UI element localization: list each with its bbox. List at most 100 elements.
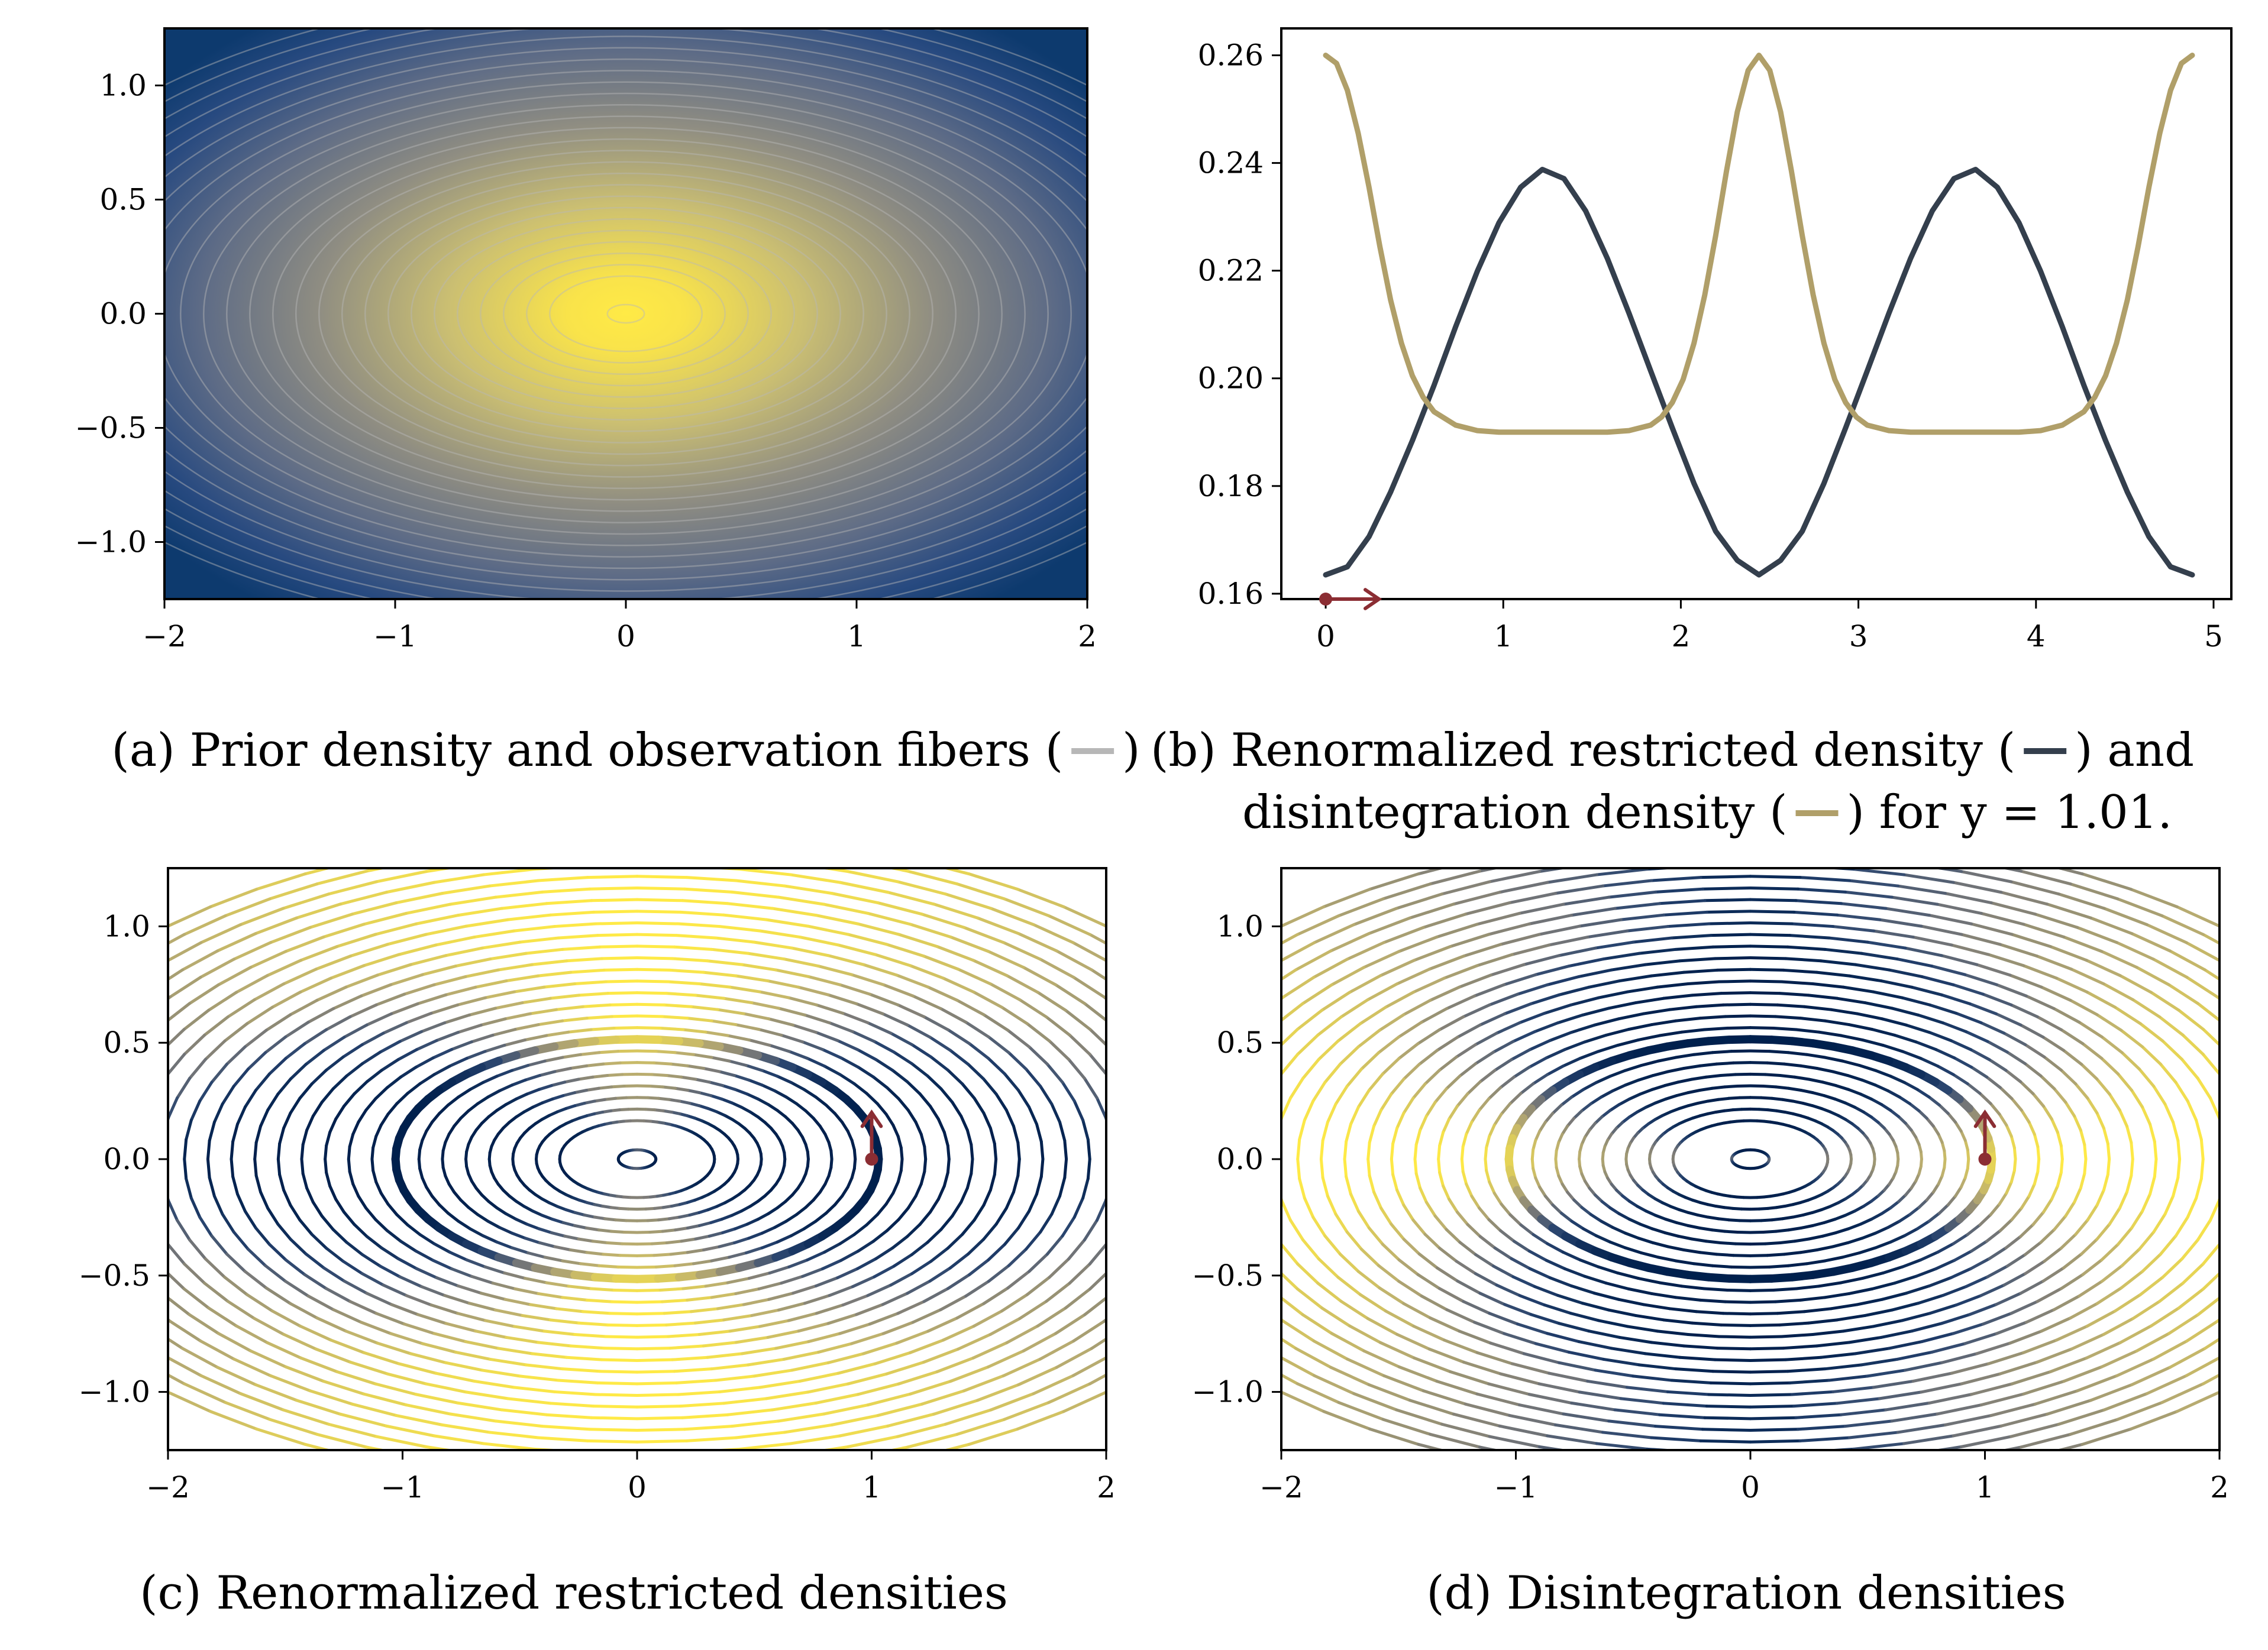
fiber-segment — [1857, 1455, 1910, 1461]
fiber-segment — [1879, 1329, 1914, 1339]
fiber-segment — [1538, 1120, 1547, 1133]
fiber-segment — [416, 993, 448, 1005]
fiber-segment — [322, 1266, 346, 1283]
fiber-segment — [2102, 1173, 2109, 1192]
fiber-segment — [1366, 1141, 1371, 1161]
fiber-segment — [1474, 1050, 1495, 1066]
fiber-segment — [812, 1117, 822, 1128]
fiber-segment — [2181, 1262, 2205, 1285]
fiber-segment — [1465, 1182, 1474, 1198]
fiber-segment — [1862, 846, 1916, 852]
fiber-segment — [1985, 1229, 2002, 1243]
fiber-segment — [1362, 950, 1401, 969]
fiber-segment — [231, 1122, 239, 1143]
fiber-segment — [1604, 1028, 1630, 1037]
fiber-segment — [1207, 1348, 1242, 1371]
fiber-segment — [1487, 1218, 1503, 1232]
fiber-segment — [2052, 1294, 2081, 1312]
fiber-segment — [1488, 1435, 1541, 1448]
fiber-segment — [838, 881, 890, 894]
fiber-contour — [1281, 886, 2219, 1432]
fiber-segment — [747, 952, 786, 961]
fiber-segment — [2108, 1092, 2121, 1112]
fiber-segment — [1707, 921, 1752, 926]
fiber-segment — [443, 1013, 471, 1024]
fiber-segment — [41, 1054, 57, 1080]
fiber-segment — [1578, 918, 1623, 928]
fiber-segment — [325, 1171, 332, 1188]
fiber-segment — [7, 1214, 18, 1241]
fiber-segment — [1301, 1238, 1321, 1261]
fiber-segment — [1345, 1122, 1352, 1143]
fiber-segment — [504, 1212, 518, 1221]
fiber-segment — [1774, 1085, 1791, 1090]
fiber-segment — [718, 1386, 762, 1393]
fiber-segment — [2160, 1382, 2205, 1405]
fiber-segment — [1578, 1258, 1600, 1269]
fiber-segment — [270, 1309, 302, 1328]
fiber-segment — [1778, 1240, 1797, 1244]
fiber-segment — [1662, 994, 1694, 1000]
fiber-segment — [1001, 941, 1042, 961]
fiber-segment — [1988, 1246, 2008, 1260]
fiber-segment — [264, 1286, 292, 1305]
fiber-segment — [1281, 1096, 1293, 1120]
fiber-segment — [1532, 1138, 1537, 1151]
fiber-segment — [553, 1390, 597, 1396]
fiber-segment — [1110, 1159, 1113, 1187]
fiber-segment — [787, 996, 818, 1007]
fiber-segment — [690, 1005, 719, 1011]
fiber-segment — [1529, 1313, 1561, 1325]
fiber-segment — [1356, 1028, 1381, 1049]
fiber-segment — [806, 1382, 850, 1394]
fiber-segment — [1998, 1360, 2038, 1376]
fiber-segment — [1687, 1211, 1700, 1217]
fiber-segment — [1626, 925, 1669, 933]
fiber-segment — [2005, 1123, 2013, 1138]
fiber-segment — [35, 1268, 57, 1293]
observation-fiber — [549, 275, 703, 352]
fiber-segment — [2019, 1223, 2035, 1238]
fiber-segment — [254, 872, 307, 891]
fiber-segment — [686, 1017, 713, 1023]
fiber-segment — [1643, 959, 1682, 966]
fiber-segment — [1581, 1302, 1610, 1312]
fiber-segment — [303, 1442, 334, 1450]
fiber-segment — [199, 1339, 236, 1361]
fiber-segment — [506, 1397, 552, 1405]
fiber-segment — [873, 1264, 896, 1279]
fiber-segment — [2080, 872, 2133, 891]
fiber-segment — [1784, 957, 1823, 963]
fiber-segment — [926, 1316, 959, 1333]
x-tick-label: 0 — [1316, 619, 1335, 653]
fiber-segment — [791, 1284, 818, 1295]
fiber-segment — [1337, 1401, 1385, 1421]
fiber-segment — [806, 924, 850, 936]
fiber-segment — [1954, 1185, 1963, 1198]
fiber-segment — [1780, 980, 1814, 985]
fiber-segment — [1570, 1284, 1596, 1295]
fiber-contour — [1413, 991, 2088, 1327]
fiber-segment — [386, 1102, 399, 1116]
fiber-segment — [1395, 968, 1431, 986]
fiber-segment — [1416, 1028, 1442, 1046]
fiber-segment — [1670, 934, 1713, 940]
fiber-segment — [1508, 892, 1557, 905]
fiber-segment — [1508, 1213, 1523, 1227]
fiber-segment — [1941, 1285, 1967, 1298]
fiber-segment — [270, 991, 302, 1009]
fiber-segment — [1032, 923, 1075, 944]
fiber-segment — [254, 1174, 263, 1194]
fiber-segment — [818, 1182, 827, 1194]
fiber-segment — [2043, 1247, 2063, 1263]
fiber-segment — [1438, 1055, 1458, 1072]
y-tick-label: 0.16 — [1198, 577, 1264, 611]
fiber-segment — [1637, 1237, 1655, 1244]
y-tick-label: 0.18 — [1198, 469, 1264, 503]
fiber-segment — [1597, 990, 1630, 999]
fiber-segment — [1245, 1106, 1252, 1133]
fiber-segment — [1546, 1242, 1565, 1254]
fiber-segment — [46, 1108, 53, 1134]
fiber-segment — [1860, 1357, 1899, 1367]
fiber-segment — [1534, 1176, 1542, 1189]
